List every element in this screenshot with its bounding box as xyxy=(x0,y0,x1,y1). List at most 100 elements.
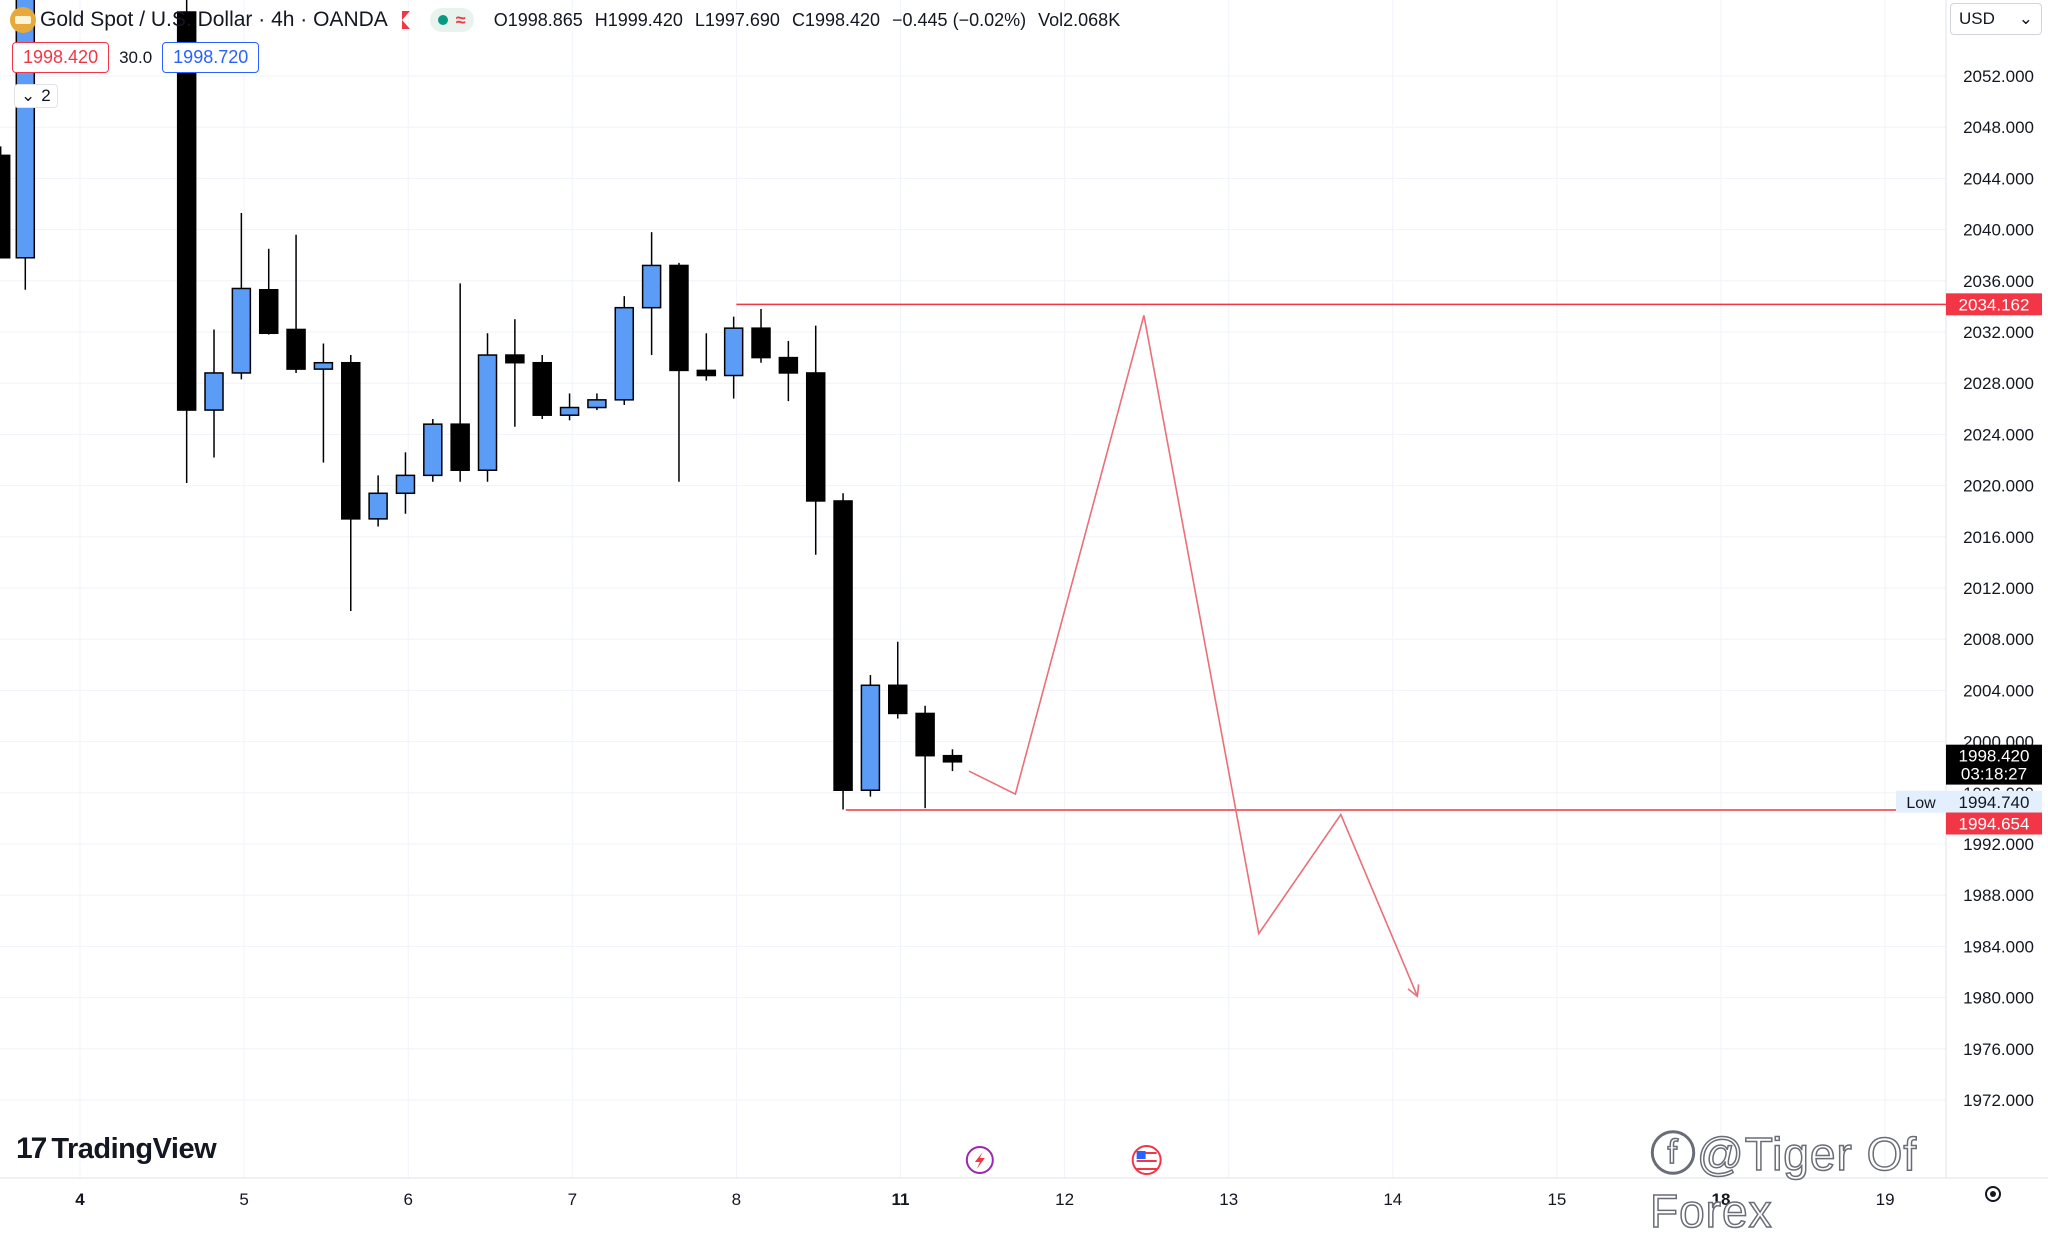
candle-body xyxy=(723,327,744,377)
candle-body xyxy=(368,492,388,520)
ohlc-low: L1997.690 xyxy=(694,9,780,30)
price-label-text: 1998.420 xyxy=(1959,747,2030,766)
price-label-box xyxy=(1946,812,2042,835)
price-label-text: 1994.654 xyxy=(1959,815,2030,834)
time-tick-label: 12 xyxy=(1055,1190,1074,1209)
settings-icon[interactable] xyxy=(1985,1186,2001,1202)
candle-body xyxy=(450,423,470,471)
price-tick-label: 1976.000 xyxy=(1963,1040,2034,1059)
price-tick-label: 2008.000 xyxy=(1963,630,2034,649)
flag-canton xyxy=(1136,1151,1146,1159)
low-label-box xyxy=(1896,790,1946,813)
candle-bearish xyxy=(696,333,717,381)
tradingview-logo[interactable]: 17 TradingView xyxy=(16,1132,217,1166)
tradingview-logo-icon: 17 xyxy=(16,1132,47,1165)
flag-icon[interactable] xyxy=(401,11,410,29)
candle-bearish xyxy=(751,308,771,363)
candle-body xyxy=(204,372,224,411)
time-tick-label: 8 xyxy=(732,1190,741,1209)
candle-body xyxy=(423,423,443,477)
indicators-toggle[interactable]: ⌄ 2 xyxy=(14,84,58,108)
candle-bullish xyxy=(860,675,881,797)
flag-stripe xyxy=(1136,1164,1157,1166)
currency-select[interactable]: USD ⌄ xyxy=(1950,3,2042,35)
price-label-text: 2034.162 xyxy=(1959,295,2030,314)
wave-icon: ≈ xyxy=(455,9,466,30)
buy-button[interactable]: 1998.720 xyxy=(162,42,260,73)
price-tick-label: 2048.000 xyxy=(1963,118,2034,137)
candle-bearish xyxy=(0,146,11,259)
price-tick-label: 2032.000 xyxy=(1963,323,2034,342)
candle-bearish xyxy=(505,319,525,427)
candle-bullish xyxy=(559,393,580,421)
sell-button[interactable]: 1998.420 xyxy=(12,42,110,73)
time-tick-label: 19 xyxy=(1876,1190,1895,1209)
time-axis: 4 5 6 7 8 11 12 13 14 15 18 19 xyxy=(0,1177,2048,1209)
time-tick-label: 14 xyxy=(1383,1190,1402,1209)
us-flag-event-icon[interactable] xyxy=(1131,1145,1162,1175)
price-label-text: 1994.740 xyxy=(1959,793,2030,812)
price-label-box xyxy=(1946,762,2042,785)
price-axis: 2052.000 2048.000 2044.000 2040.000 2036.000… xyxy=(1945,0,2048,1215)
candle-body xyxy=(751,327,771,359)
candle-bullish xyxy=(477,333,498,482)
low-label-text: Low xyxy=(1906,795,1936,812)
lightning-event-icon[interactable] xyxy=(965,1146,994,1174)
symbol-title[interactable]: Gold Spot / U.S. Dollar · 4h · OANDA xyxy=(40,8,388,31)
flag-stripe xyxy=(1136,1152,1157,1154)
market-status-pill[interactable]: ≈ xyxy=(429,8,474,32)
candle-body xyxy=(341,361,361,520)
price-axis-background xyxy=(1946,0,2048,1215)
price-label-box xyxy=(1946,744,2042,767)
candle-body xyxy=(0,154,11,259)
candle-body xyxy=(231,287,252,374)
price-tick-label: 1984.000 xyxy=(1963,937,2034,956)
candle-body xyxy=(833,500,853,791)
candle-body xyxy=(258,289,279,335)
candle-body xyxy=(559,406,580,416)
candle-body xyxy=(614,306,635,401)
candle-bearish xyxy=(942,749,963,772)
time-tick-label: 15 xyxy=(1547,1190,1566,1209)
chart-header: Gold Spot / U.S. Dollar · 4h · OANDA ≈ O… xyxy=(0,0,1120,40)
time-tick-label: 18 xyxy=(1712,1190,1731,1209)
price-tick-label: 1972.000 xyxy=(1963,1091,2034,1110)
candle-bullish xyxy=(423,419,443,482)
price-tick-label: 1992.000 xyxy=(1963,835,2034,854)
gold-symbol-icon[interactable] xyxy=(10,7,36,33)
candle-body xyxy=(696,369,717,377)
indicator-count: 2 xyxy=(41,86,51,105)
ohlc-volume: Vol2.068K xyxy=(1038,9,1121,30)
flag-stripe xyxy=(1136,1168,1157,1170)
candle-bullish xyxy=(614,296,635,405)
ohlc-high: H1999.420 xyxy=(594,9,683,30)
candle-bearish xyxy=(805,325,826,555)
currency-value: USD xyxy=(1959,9,1995,28)
ohlc-change: −0.445 (−0.02%) xyxy=(892,9,1027,30)
candle-body xyxy=(888,684,908,715)
candle-bullish xyxy=(723,316,744,399)
candle-bullish xyxy=(641,232,662,356)
candle-body xyxy=(505,354,525,364)
candle-bearish xyxy=(450,283,470,482)
price-tick-label: 2004.000 xyxy=(1963,681,2034,700)
candle-bearish xyxy=(669,262,689,482)
projection-arrowhead xyxy=(1407,984,1420,998)
price-tick-label: 2028.000 xyxy=(1963,374,2034,393)
projection-path xyxy=(968,315,1419,997)
price-tick-label: 2052.000 xyxy=(1963,67,2034,86)
chevron-down-icon: ⌄ xyxy=(21,86,36,105)
candle-bearish xyxy=(341,355,361,612)
candle-body xyxy=(395,474,416,495)
price-tick-label: 1988.000 xyxy=(1963,886,2034,905)
candle-bullish xyxy=(204,329,224,458)
time-tick-label: 5 xyxy=(239,1190,248,1209)
candle-bullish xyxy=(368,475,388,527)
candle-body xyxy=(778,356,799,374)
candle-bearish xyxy=(286,234,306,373)
candle-bearish xyxy=(258,248,279,335)
candle-body xyxy=(176,11,197,411)
candle-bullish xyxy=(231,212,252,380)
candle-body xyxy=(286,328,306,370)
